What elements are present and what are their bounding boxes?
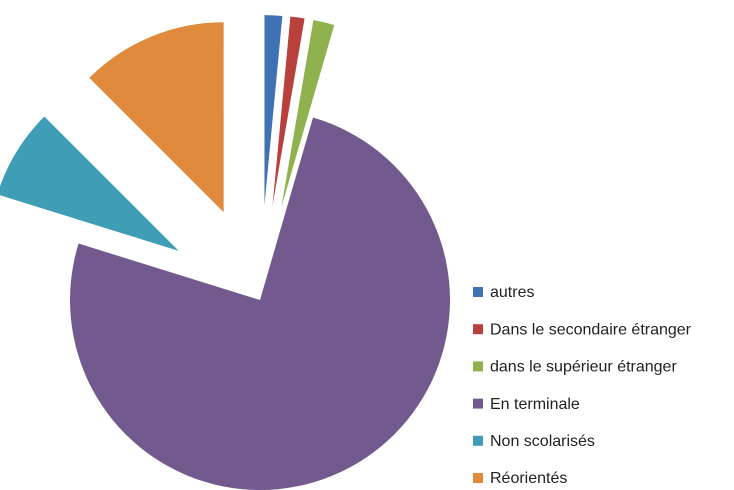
- legend-swatch: [473, 435, 483, 446]
- legend-swatch: [473, 324, 483, 335]
- legend-label: Réorientés: [490, 470, 567, 487]
- pie-slice: [70, 117, 451, 490]
- legend-swatch: [473, 287, 483, 297]
- pie-slice: [89, 22, 224, 213]
- pie-slice: [272, 16, 305, 206]
- pie-slice: [264, 15, 283, 206]
- legend-swatch: [473, 361, 483, 372]
- legend-label: autres: [490, 284, 534, 301]
- legend-label: dans le supérieur étranger: [490, 359, 677, 376]
- pie-slice: [0, 116, 179, 251]
- legend-label: Dans le secondaire étranger: [490, 321, 692, 338]
- legend-swatch: [473, 473, 483, 483]
- legend-swatch: [473, 398, 483, 409]
- legend-label: Non scolarisés: [490, 433, 595, 450]
- legend-label: En terminale: [490, 396, 580, 413]
- pie-slice: [281, 20, 335, 208]
